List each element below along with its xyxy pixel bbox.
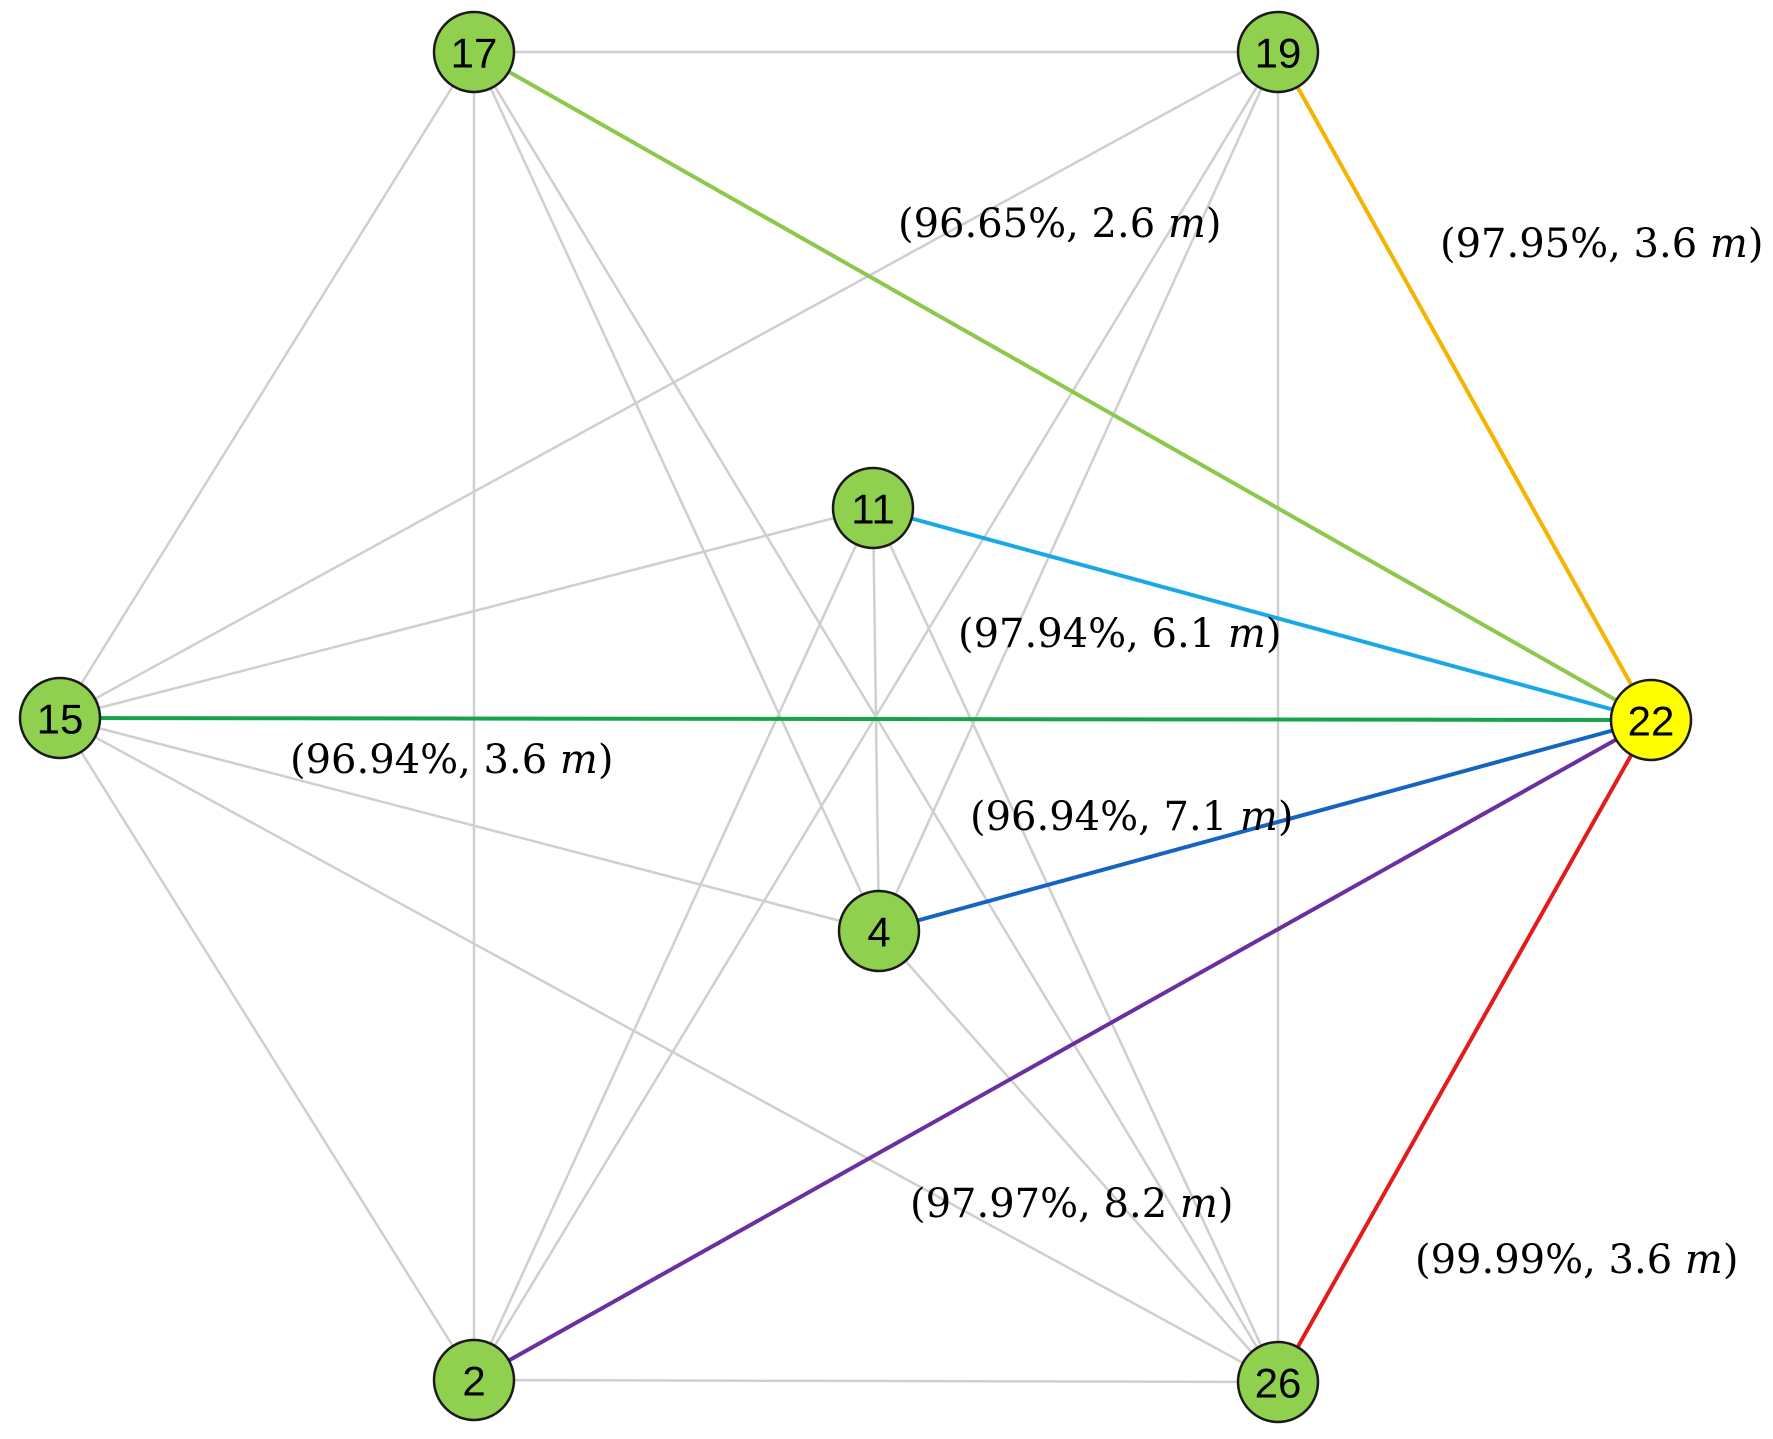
node-circle <box>1236 10 1320 94</box>
node-11: 11 <box>831 466 915 550</box>
edge-label-value: (96.94%, 7.1 <box>970 794 1240 840</box>
edge-4-22-highlight <box>878 718 1652 933</box>
edge-label-11-22: (97.94%, 6.1 m) <box>958 611 1281 657</box>
edge-19-15 <box>59 50 1279 720</box>
node-circle <box>432 10 516 94</box>
edge-26-22-highlight <box>1276 719 1653 1383</box>
node-circle <box>432 1338 516 1422</box>
edge-label-close: ) <box>1278 794 1294 840</box>
edge-label-unit: m <box>1710 221 1748 267</box>
edge-19-22-highlight <box>1276 51 1653 721</box>
node-circle <box>1609 678 1693 762</box>
edge-label-value: (96.65%, 2.6 <box>898 201 1168 247</box>
node-26: 26 <box>1236 1340 1320 1424</box>
edge-11-26 <box>871 507 1280 1383</box>
node-15: 15 <box>18 676 102 760</box>
edge-15-22-highlight <box>59 716 1652 722</box>
edge-17-22-highlight <box>473 50 1652 722</box>
edge-label-close: ) <box>1218 1181 1234 1227</box>
node-label: 17 <box>451 30 498 77</box>
edge-label-value: (99.99%, 3.6 <box>1415 1237 1685 1283</box>
edge-15-4 <box>59 716 880 933</box>
edge-label-unit: m <box>560 737 598 783</box>
edge-19-4 <box>877 51 1280 932</box>
edge-label-close: ) <box>1206 201 1222 247</box>
node-19: 19 <box>1236 10 1320 94</box>
node-label: 26 <box>1255 1360 1302 1407</box>
edge-label-value: (97.94%, 6.1 <box>958 611 1228 657</box>
edge-15-2 <box>58 717 476 1381</box>
node-22: 22 <box>1609 678 1693 762</box>
node-circle <box>1236 1340 1320 1424</box>
edge-15-26 <box>59 716 1279 1384</box>
edge-11-2 <box>472 507 875 1381</box>
node-label: 22 <box>1628 698 1675 745</box>
node-label: 11 <box>851 486 895 533</box>
node-circle <box>831 466 915 550</box>
edge-label-26-22: (99.99%, 3.6 m) <box>1415 1237 1738 1283</box>
edge-2-22-highlight <box>473 718 1652 1382</box>
edge-label-2-22: (97.97%, 8.2 m) <box>910 1181 1233 1227</box>
node-label: 2 <box>462 1358 485 1405</box>
edge-17-15 <box>58 51 476 719</box>
node-label: 19 <box>1255 30 1302 77</box>
edge-label-value: (97.97%, 8.2 <box>910 1181 1180 1227</box>
node-label: 4 <box>867 909 890 956</box>
edge-label-close: ) <box>1266 611 1282 657</box>
node-2: 2 <box>432 1338 516 1422</box>
edge-label-unit: m <box>1180 1181 1218 1227</box>
node-circle <box>18 676 102 760</box>
edge-label-close: ) <box>598 737 614 783</box>
node-circle <box>837 889 921 973</box>
nodes: 17 19 11 15 22 4 2 26 <box>18 10 1693 1424</box>
edge-label-17-22: (96.65%, 2.6 m) <box>898 201 1221 247</box>
edge-label-4-22: (96.94%, 7.1 m) <box>970 794 1293 840</box>
background-edges <box>58 50 1280 1384</box>
edge-label-19-22: (97.95%, 3.6 m) <box>1440 221 1763 267</box>
edge-11-15 <box>59 506 874 720</box>
edge-label-unit: m <box>1228 611 1266 657</box>
edge-label-close: ) <box>1748 221 1764 267</box>
edge-label-value: (97.95%, 3.6 <box>1440 221 1710 267</box>
edge-11-22-highlight <box>872 506 1652 722</box>
edge-4-26 <box>878 930 1279 1383</box>
edge-label-value: (96.94%, 3.6 <box>290 737 560 783</box>
edge-17-4 <box>472 51 881 932</box>
node-4: 4 <box>837 889 921 973</box>
edge-label-close: ) <box>1723 1237 1739 1283</box>
edge-label-15-22: (96.94%, 3.6 m) <box>290 737 613 783</box>
edge-2-26 <box>473 1378 1279 1384</box>
node-17: 17 <box>432 10 516 94</box>
node-label: 15 <box>37 696 84 743</box>
highlighted-edges <box>59 50 1653 1383</box>
edge-label-unit: m <box>1240 794 1278 840</box>
edge-label-unit: m <box>1168 201 1206 247</box>
edge-label-unit: m <box>1685 1237 1723 1283</box>
edge-labels: (96.65%, 2.6 m) (97.95%, 3.6 m)(97.94%, 6… <box>290 201 1763 1283</box>
